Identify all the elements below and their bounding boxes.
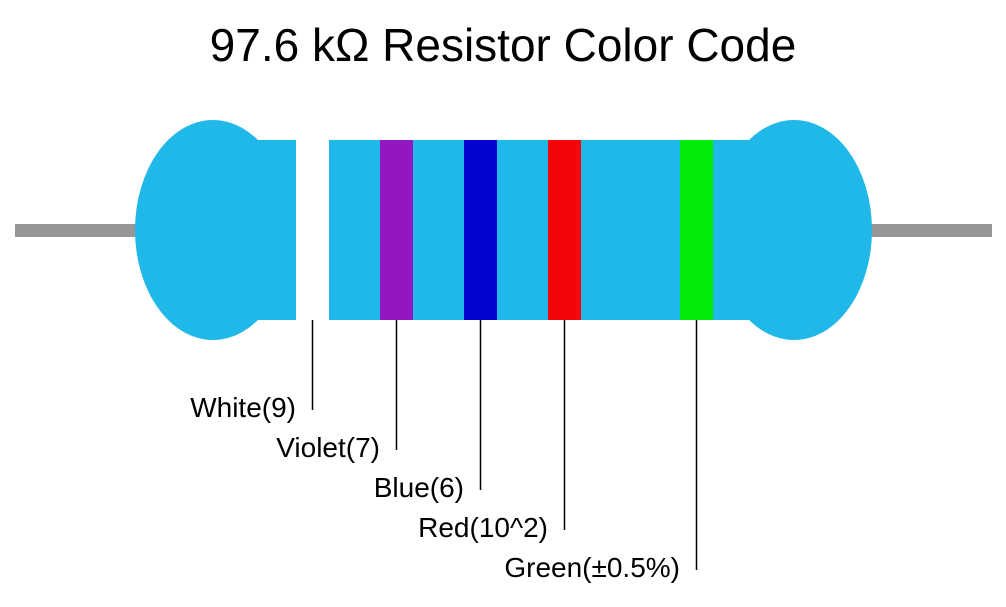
band-label-green: Green(±0.5%): [504, 552, 680, 584]
band-label-blue: Blue(6): [374, 472, 464, 504]
band-white: [296, 140, 329, 320]
lead-right: [862, 224, 992, 237]
band-green: [680, 140, 713, 320]
lead-left: [15, 224, 145, 237]
band-blue: [464, 140, 497, 320]
band-red: [548, 140, 581, 320]
band-label-white: White(9): [190, 392, 296, 424]
band-violet: [380, 140, 413, 320]
resistor-body: [135, 120, 872, 340]
band-label-violet: Violet(7): [276, 432, 380, 464]
band-label-red: Red(10^2): [418, 512, 548, 544]
